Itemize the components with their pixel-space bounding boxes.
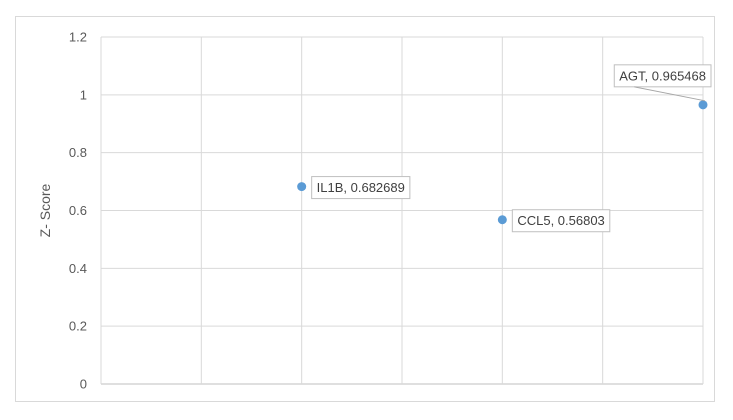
gridlines: [100, 36, 704, 385]
data-label: AGT, 0.965468: [613, 64, 712, 102]
data-label-text: IL1B, 0.682689: [317, 180, 405, 195]
data-label-box: [613, 64, 712, 88]
y-tick-label: 0.4: [69, 261, 87, 276]
data-label-box: [511, 209, 611, 233]
data-point: [698, 100, 708, 110]
data-points: [297, 100, 708, 225]
data-label: CCL5, 0.56803: [511, 209, 611, 233]
chart-frame: [15, 16, 715, 402]
data-point: [297, 182, 307, 192]
data-labels: IL1B, 0.682689 CCL5, 0.56803 AGT, 0.965468: [311, 64, 712, 233]
data-label-text: AGT, 0.965468: [619, 68, 706, 83]
y-tick-label: 1.2: [69, 30, 87, 45]
data-label-text: CCL5, 0.56803: [517, 213, 604, 228]
y-tick-label: 0.2: [69, 319, 87, 334]
y-axis-ticks: 0 0.2 0.4 0.6 0.8 1 1.2: [69, 30, 87, 392]
leader-line: [634, 86, 706, 102]
data-label-box: [311, 176, 411, 200]
y-axis-title: Z- Score: [37, 183, 53, 237]
y-tick-label: 0.6: [69, 203, 87, 218]
data-point: [497, 215, 507, 225]
y-tick-label: 1: [80, 87, 87, 102]
data-label: IL1B, 0.682689: [311, 176, 411, 200]
y-tick-label: 0: [80, 377, 87, 392]
y-tick-label: 0.8: [69, 145, 87, 160]
